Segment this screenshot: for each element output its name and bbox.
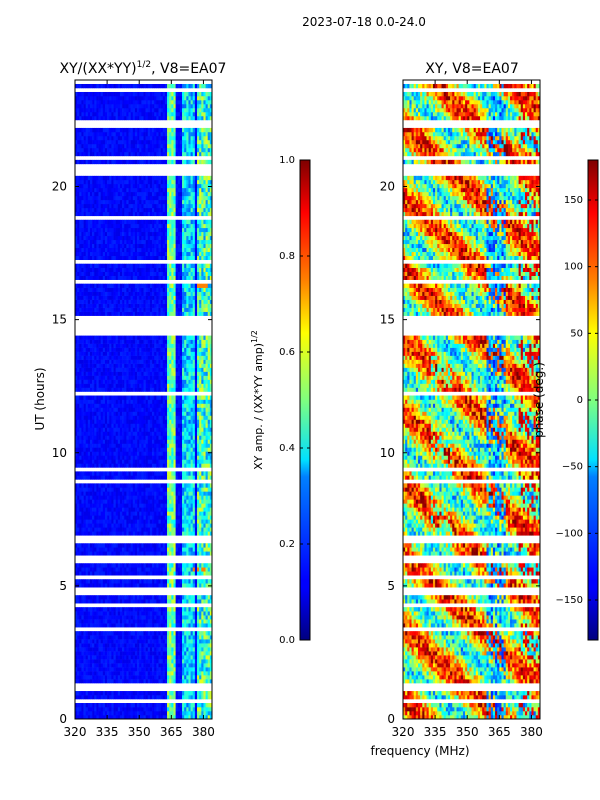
x-tick-label: 380 bbox=[192, 725, 215, 739]
colorbar-tick-label: 0.0 bbox=[279, 635, 295, 646]
phase-panel-title: XY, V8=EA07 bbox=[425, 61, 519, 77]
amplitude-panel-title: XY/(XX*YY)1/2, V8=EA07 bbox=[60, 60, 227, 77]
amplitude-colorbar-label-main: XY amp. / (XX*YY amp) bbox=[252, 343, 265, 470]
x-tick-label: 320 bbox=[64, 725, 87, 739]
amplitude-heatmap bbox=[75, 83, 213, 720]
amplitude-colorbar-label: XY amp. / (XX*YY amp)1/2 bbox=[250, 330, 265, 470]
x-tick-label: 380 bbox=[520, 725, 543, 739]
amplitude-title-main: XY/(XX*YY) bbox=[60, 61, 137, 77]
phase-colorbar-label: phase (deg.) bbox=[532, 362, 546, 438]
colorbar-tick-label: −100 bbox=[556, 528, 583, 539]
phase-heatmap bbox=[403, 83, 541, 720]
y-tick-label: 10 bbox=[52, 446, 67, 460]
y-tick-label: 20 bbox=[52, 180, 67, 194]
x-tick-label: 350 bbox=[128, 725, 151, 739]
phase-colorbar-ticks: −150 −100 −50 0 50 100 150 bbox=[556, 195, 598, 606]
colorbar-tick-label: 0.8 bbox=[279, 251, 295, 262]
amplitude-colorbar-gradient bbox=[299, 159, 311, 641]
y-tick-label: 15 bbox=[380, 313, 395, 327]
colorbar-tick-label: 100 bbox=[564, 262, 583, 273]
colorbar-tick-label: −150 bbox=[556, 595, 583, 606]
figure-suptitle: 2023-07-18 0.0-24.0 bbox=[302, 15, 426, 29]
amplitude-axes-ticks: 320 335 350 365 380 0 5 10 15 20 bbox=[52, 80, 215, 739]
y-tick-label: 0 bbox=[59, 712, 67, 726]
y-tick-label: 5 bbox=[59, 579, 67, 593]
colorbar-tick-label: −50 bbox=[562, 462, 583, 473]
colorbar-tick-label: 50 bbox=[570, 328, 583, 339]
phase-axes-frame bbox=[402, 79, 541, 720]
amplitude-axes-frame bbox=[74, 79, 213, 720]
y-tick-label: 10 bbox=[380, 446, 395, 460]
colorbar-tick-label: 0.6 bbox=[279, 347, 295, 358]
colorbar-tick-label: 150 bbox=[564, 195, 583, 206]
phase-colorbar: −150 −100 −50 0 50 100 150 phase (deg.) bbox=[532, 159, 599, 641]
y-tick-label: 0 bbox=[387, 712, 395, 726]
amplitude-title-suffix: , V8=EA07 bbox=[151, 61, 226, 77]
x-tick-label: 365 bbox=[488, 725, 511, 739]
phase-xlabel: frequency (MHz) bbox=[370, 744, 469, 758]
amplitude-panel: XY/(XX*YY)1/2, V8=EA07 320 335 350 365 380 0 5… bbox=[33, 60, 226, 739]
amplitude-colorbar-label-exponent: 1/2 bbox=[250, 330, 259, 343]
x-tick-label: 350 bbox=[456, 725, 479, 739]
y-tick-label: 20 bbox=[380, 180, 395, 194]
colorbar-tick-label: 0.2 bbox=[279, 539, 295, 550]
y-tick-label: 5 bbox=[387, 579, 395, 593]
colorbar-tick-label: 0.4 bbox=[279, 443, 295, 454]
phase-axes-ticks: 320 335 350 365 380 0 5 10 15 20 bbox=[380, 80, 543, 739]
x-tick-label: 335 bbox=[96, 725, 119, 739]
x-tick-label: 365 bbox=[160, 725, 183, 739]
x-tick-label: 320 bbox=[392, 725, 415, 739]
amplitude-ylabel: UT (hours) bbox=[33, 367, 47, 430]
amplitude-colorbar-ticks: 0.0 0.2 0.4 0.6 0.8 1.0 bbox=[279, 155, 310, 646]
amplitude-colorbar: 0.0 0.2 0.4 0.6 0.8 1.0 XY amp. / (XX*YY amp)… bbox=[250, 155, 311, 646]
colorbar-tick-label: 0 bbox=[577, 395, 583, 406]
phase-panel: XY, V8=EA07 320 335 350 365 380 0 5 10 15 20 freq… bbox=[370, 61, 542, 758]
colorbar-tick-label: 1.0 bbox=[279, 155, 295, 166]
amplitude-title-exponent: 1/2 bbox=[137, 60, 151, 70]
y-tick-label: 15 bbox=[52, 313, 67, 327]
x-tick-label: 335 bbox=[424, 725, 447, 739]
